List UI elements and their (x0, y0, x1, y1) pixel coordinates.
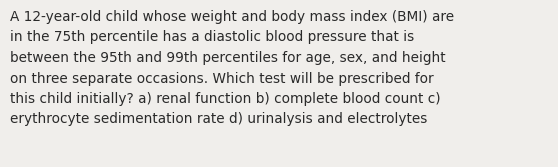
Text: on three separate occasions. Which test will be prescribed for: on three separate occasions. Which test … (10, 71, 434, 86)
Text: this child initially? a) renal function b) complete blood count c): this child initially? a) renal function … (10, 92, 441, 106)
Text: A 12-year-old child whose weight and body mass index (BMI) are: A 12-year-old child whose weight and bod… (10, 10, 454, 24)
Text: in the 75th percentile has a diastolic blood pressure that is: in the 75th percentile has a diastolic b… (10, 31, 414, 44)
Text: erythrocyte sedimentation rate d) urinalysis and electrolytes: erythrocyte sedimentation rate d) urinal… (10, 113, 427, 126)
Text: between the 95th and 99th percentiles for age, sex, and height: between the 95th and 99th percentiles fo… (10, 51, 446, 65)
